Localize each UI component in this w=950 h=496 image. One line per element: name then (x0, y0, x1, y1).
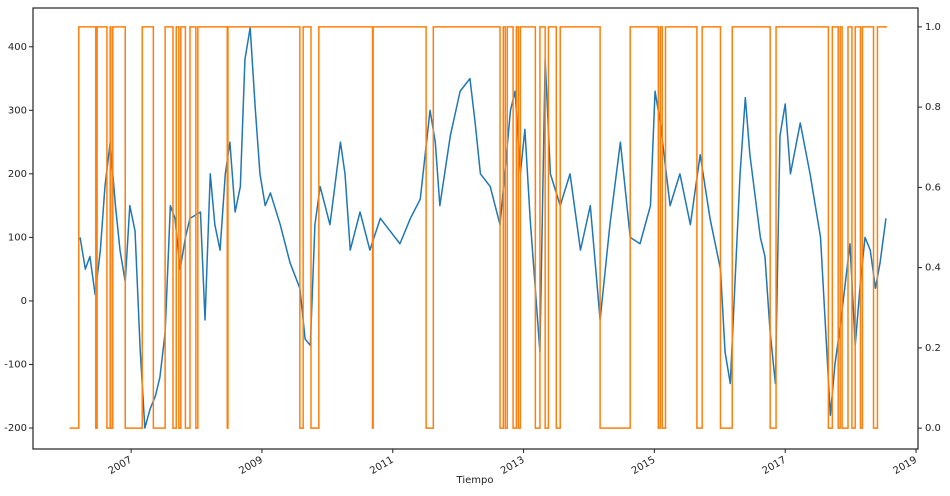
y2-tick-label: 0.8 (925, 102, 941, 113)
y-tick-label: -200 (4, 423, 27, 434)
x-tick-label: 2017 (761, 455, 789, 477)
x-tick-label: 2013 (499, 455, 527, 477)
x-tick-label: 2019 (891, 455, 919, 477)
x-tick-label: 2015 (630, 455, 658, 477)
x-tick-label: 2009 (237, 455, 265, 477)
y-tick-label: -100 (4, 359, 27, 370)
y-tick-label: 200 (8, 169, 27, 180)
data-line (79, 26, 887, 429)
y-tick-label: 0 (21, 296, 27, 307)
y-tick-label: 100 (8, 232, 27, 243)
x-tick-label: 2011 (368, 455, 396, 477)
y-tick-label: 400 (8, 42, 27, 53)
y2-tick-label: 0.6 (925, 182, 941, 193)
y2-tick-label: 1.0 (925, 22, 941, 33)
y2-tick-label: 0.0 (925, 423, 941, 434)
y2-tick-label: 0.2 (925, 343, 941, 354)
y2-tick-label: 0.4 (925, 263, 941, 274)
x-tick-label: 2007 (107, 455, 135, 477)
x-axis-label: Tiempo (456, 475, 494, 486)
plot-frame (32, 7, 919, 450)
y-tick-label: 300 (8, 105, 27, 116)
